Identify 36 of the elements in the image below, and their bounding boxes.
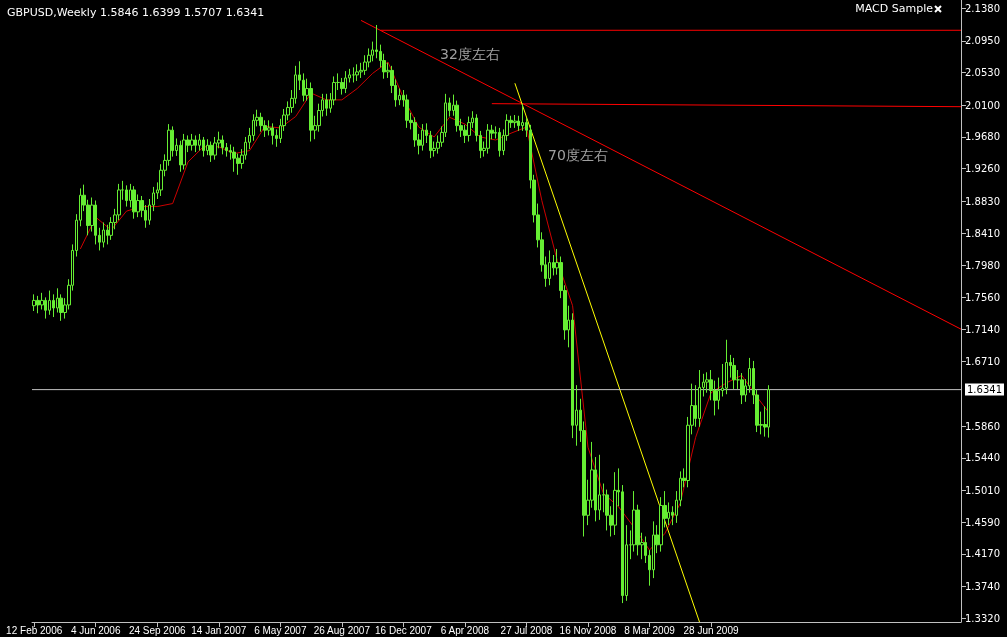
x-tick-label: 28 Jun 2009 (683, 624, 739, 636)
y-tick-label: 1.7560 (965, 291, 1000, 303)
x-tick-label: 6 May 2007 (254, 624, 307, 636)
y-tick-label: 1.6710 (965, 356, 1000, 368)
x-tick-label: 16 Nov 2008 (559, 624, 617, 636)
y-tick-label: 1.3320 (965, 612, 1000, 624)
y-tick-label: 1.5440 (965, 452, 1000, 464)
y-tick-label: 1.4170 (965, 548, 1000, 560)
y-tick-label: 1.5860 (965, 420, 1000, 432)
y-tick-label: 1.4590 (965, 516, 1000, 528)
x-tick-label: 6 Apr 2008 (440, 624, 490, 636)
y-tick-label: 1.8830 (965, 195, 1000, 207)
x-tick-label: 12 Feb 2006 (6, 624, 63, 636)
ref-line-label: 1.6341 (967, 384, 1002, 396)
y-tick-label: 2.1380 (965, 2, 1000, 14)
annotation: 70度左右 (548, 147, 608, 163)
x-tick-label: 26 Aug 2007 (313, 624, 371, 636)
y-tick-label: 1.7980 (965, 260, 1000, 272)
y-tick-label: 1.3740 (965, 580, 1000, 592)
annotation: MACD Sample (855, 2, 934, 15)
x-tick-label: 27 Jul 2008 (500, 624, 553, 636)
y-tick-label: 2.0100 (965, 99, 1000, 111)
annotation: 32度左右 (440, 46, 500, 62)
y-tick-label: 1.9680 (965, 131, 1000, 143)
x-tick-label: 8 Mar 2009 (624, 624, 676, 636)
x-tick-label: 24 Sep 2006 (128, 624, 187, 636)
y-tick-label: 1.8410 (965, 227, 1000, 239)
x-tick-label: 4 Jun 2006 (70, 624, 121, 636)
y-tick-label: 2.0950 (965, 35, 1000, 47)
x-tick-label: 14 Jan 2007 (191, 624, 247, 636)
x-tick-label: 16 Dec 2007 (375, 624, 433, 636)
text: GBPUSD,Weekly 1.5846 1.6399 1.5707 1.6341 (7, 6, 265, 19)
y-tick-label: 1.7140 (965, 323, 1000, 335)
y-tick-label: 1.5010 (965, 484, 1000, 496)
y-tick-label: 2.0530 (965, 67, 1000, 79)
y-tick-label: 1.9260 (965, 163, 1000, 175)
